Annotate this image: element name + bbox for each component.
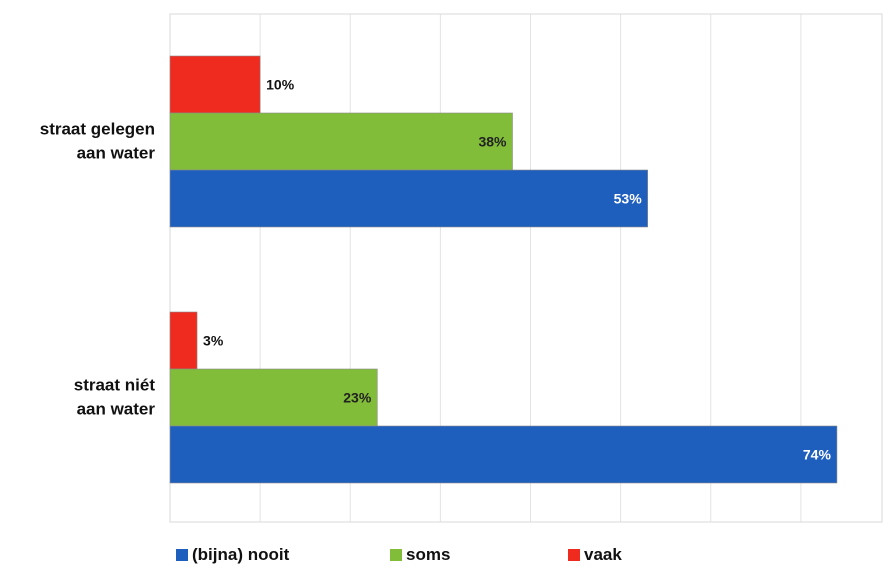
category-label: straat gelegen bbox=[40, 120, 155, 139]
gridlines bbox=[259, 14, 802, 522]
legend-swatch bbox=[176, 549, 188, 561]
bar-soms-0 bbox=[169, 112, 513, 171]
legend-item: soms bbox=[390, 545, 450, 565]
bars bbox=[169, 55, 838, 484]
legend-item: vaak bbox=[568, 545, 622, 565]
value-label: 10% bbox=[266, 77, 295, 93]
value-label: 3% bbox=[203, 333, 224, 349]
bar-chart: 10% 38% 53% 3% 23% 74% straat gelegen aan wate… bbox=[40, 13, 883, 523]
legend-label: (bijna) nooit bbox=[192, 545, 290, 564]
category-label: straat niét bbox=[74, 376, 156, 395]
value-label: 23% bbox=[343, 390, 372, 406]
bar-vaak-0 bbox=[169, 55, 261, 114]
legend-item: (bijna) nooit bbox=[176, 545, 289, 565]
legend-swatch bbox=[390, 549, 402, 561]
bar-nooit-1 bbox=[169, 425, 838, 484]
legend-label: vaak bbox=[584, 545, 622, 564]
bar-nooit-0 bbox=[169, 169, 648, 228]
value-label: 38% bbox=[478, 134, 507, 150]
category-label: aan water bbox=[77, 144, 156, 163]
value-label: 74% bbox=[803, 447, 832, 463]
legend-label: soms bbox=[406, 545, 451, 564]
category-label: aan water bbox=[77, 400, 156, 419]
legend-swatch bbox=[568, 549, 580, 561]
legend: (bijna) nooit soms vaak bbox=[0, 545, 890, 569]
plot-frame bbox=[169, 13, 883, 523]
category-labels: straat gelegen aan water straat niét aan wa… bbox=[40, 120, 156, 419]
bar-vaak-1 bbox=[169, 311, 198, 370]
value-labels: 10% 38% 53% 3% 23% 74% bbox=[203, 77, 831, 463]
value-label: 53% bbox=[614, 191, 643, 207]
